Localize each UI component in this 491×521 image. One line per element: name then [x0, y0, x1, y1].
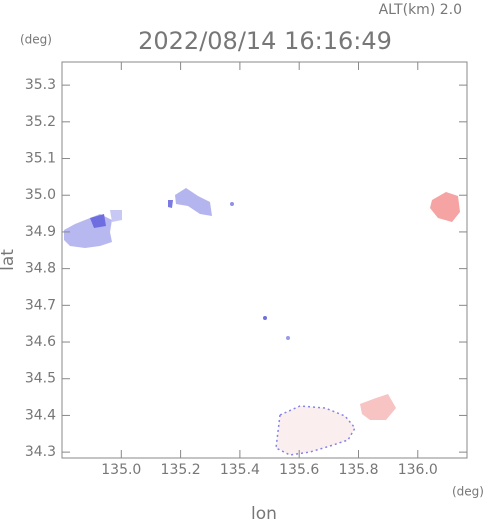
y-tick-label: 34.4 [25, 407, 56, 423]
x-tick-label: 135.2 [161, 462, 201, 478]
x-unit: (deg) [452, 485, 484, 499]
y-tick-label: 34.8 [25, 261, 56, 277]
x-tick-label: 135.4 [220, 462, 260, 478]
echo [275, 405, 356, 456]
y-tick-label: 34.9 [25, 224, 56, 240]
echo [360, 394, 396, 420]
y-tick-label: 35.2 [25, 114, 56, 130]
x-tick-label: 135.0 [101, 462, 141, 478]
echo [110, 210, 122, 222]
y-tick-label: 34.5 [25, 371, 56, 387]
y-tick-label: 34.3 [25, 444, 56, 460]
echo [175, 188, 212, 216]
echo [168, 200, 173, 208]
y-tick-label: 35.3 [25, 77, 56, 93]
echo-areas [64, 188, 460, 456]
y-tick-label: 35.1 [25, 151, 56, 167]
y-tick-label: 34.6 [25, 334, 56, 350]
echo [263, 316, 267, 320]
x-tick-label: 136.0 [398, 462, 438, 478]
echo [430, 192, 460, 222]
x-tick-label: 135.6 [279, 462, 319, 478]
plot-frame [61, 61, 468, 459]
y-tick-label: 34.7 [25, 297, 56, 313]
subtitle: ALT(km) 2.0 [379, 2, 462, 18]
y-tick-label: 35.0 [25, 187, 56, 203]
echo [90, 214, 106, 228]
echo [286, 336, 290, 340]
chart-title: 2022/08/14 16:16:49 [138, 27, 392, 55]
x-tick-label: 135.8 [338, 462, 378, 478]
y-label: lat [0, 249, 18, 271]
x-label: lon [251, 504, 277, 521]
y-unit: (deg) [20, 33, 52, 47]
echo [230, 202, 234, 206]
